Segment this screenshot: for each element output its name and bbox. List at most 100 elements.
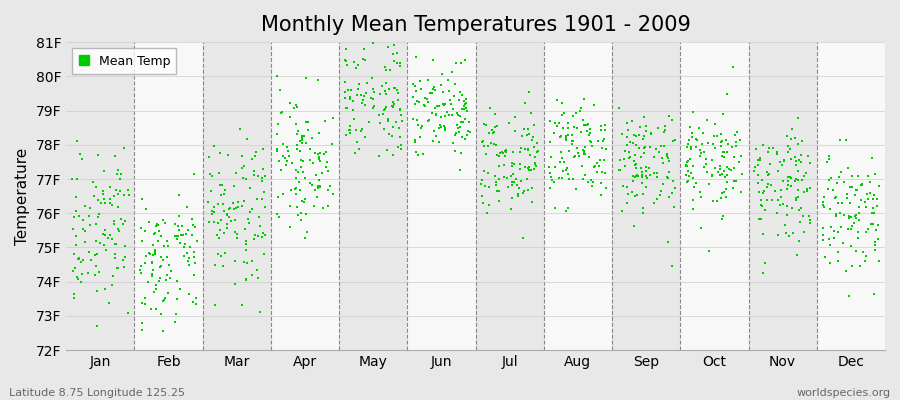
Point	[303, 146, 318, 152]
Point	[571, 145, 585, 151]
Point	[377, 107, 392, 114]
Point	[753, 154, 768, 161]
Point	[512, 161, 526, 167]
Point	[392, 107, 407, 113]
Point	[796, 228, 811, 235]
Point	[320, 158, 335, 165]
Point	[315, 170, 329, 176]
Point	[863, 190, 878, 196]
Point	[866, 220, 880, 227]
Point	[159, 254, 174, 260]
Point	[322, 183, 337, 190]
Point	[794, 205, 808, 211]
Point	[110, 264, 124, 271]
Point	[762, 144, 777, 151]
Point	[326, 114, 340, 121]
Point	[187, 254, 202, 260]
Point	[664, 263, 679, 269]
Point	[214, 192, 229, 198]
Point	[634, 169, 649, 175]
Point	[844, 242, 859, 249]
Point	[379, 5, 393, 12]
Point	[665, 190, 680, 196]
Point	[413, 78, 428, 84]
Point	[382, 85, 396, 92]
Point	[734, 171, 749, 178]
Point	[365, 105, 380, 111]
Point	[848, 192, 862, 198]
Point	[803, 185, 817, 191]
Point	[474, 177, 489, 183]
Point	[763, 161, 778, 168]
Point	[386, 51, 400, 58]
Point	[177, 241, 192, 247]
Point	[454, 106, 469, 112]
Point	[510, 191, 525, 198]
Point	[173, 240, 187, 246]
Point	[435, 114, 449, 120]
Point	[518, 100, 532, 106]
Point	[474, 192, 489, 199]
Point	[346, 97, 360, 104]
Point	[485, 130, 500, 136]
Point	[451, 124, 465, 131]
Point	[842, 225, 856, 232]
Point	[803, 220, 817, 226]
Point	[716, 189, 731, 196]
Point	[208, 302, 222, 308]
Point	[338, 78, 352, 85]
Point	[681, 141, 696, 147]
Point	[458, 57, 473, 64]
Point	[729, 178, 743, 184]
Point	[436, 101, 450, 107]
Point	[202, 171, 217, 178]
Point	[434, 82, 448, 88]
Point	[788, 158, 803, 164]
Point	[292, 187, 307, 193]
Point	[705, 172, 719, 178]
Point	[78, 228, 93, 234]
Point	[251, 173, 266, 179]
Point	[144, 306, 158, 312]
Point	[618, 148, 633, 154]
Point	[312, 158, 327, 164]
Point	[718, 174, 733, 180]
Point	[158, 294, 173, 301]
Point	[720, 90, 734, 97]
Point	[634, 165, 648, 172]
Point	[850, 186, 864, 193]
Point	[518, 146, 532, 152]
Point	[152, 228, 166, 234]
Point	[570, 125, 584, 132]
Point	[182, 262, 196, 268]
Point	[521, 187, 535, 193]
Point	[76, 216, 91, 223]
Point	[393, 142, 408, 148]
Point	[426, 138, 440, 144]
Point	[213, 182, 228, 188]
Point	[97, 242, 112, 248]
Point	[507, 179, 521, 185]
Point	[220, 212, 235, 218]
Point	[627, 162, 642, 168]
Point	[344, 87, 358, 93]
Point	[720, 172, 734, 178]
Point	[561, 205, 575, 211]
Point	[310, 194, 324, 200]
Point	[149, 220, 164, 227]
Point	[275, 140, 290, 147]
Point	[685, 134, 699, 140]
Point	[781, 178, 796, 184]
Point	[157, 296, 171, 303]
Point	[438, 125, 453, 131]
Point	[632, 132, 646, 138]
Point	[298, 196, 312, 202]
Point	[207, 143, 221, 149]
Point	[454, 134, 469, 140]
Point	[788, 176, 803, 183]
Point	[770, 232, 785, 239]
Point	[500, 175, 514, 182]
Point	[190, 237, 204, 244]
Point	[580, 128, 594, 134]
Point	[270, 211, 284, 217]
